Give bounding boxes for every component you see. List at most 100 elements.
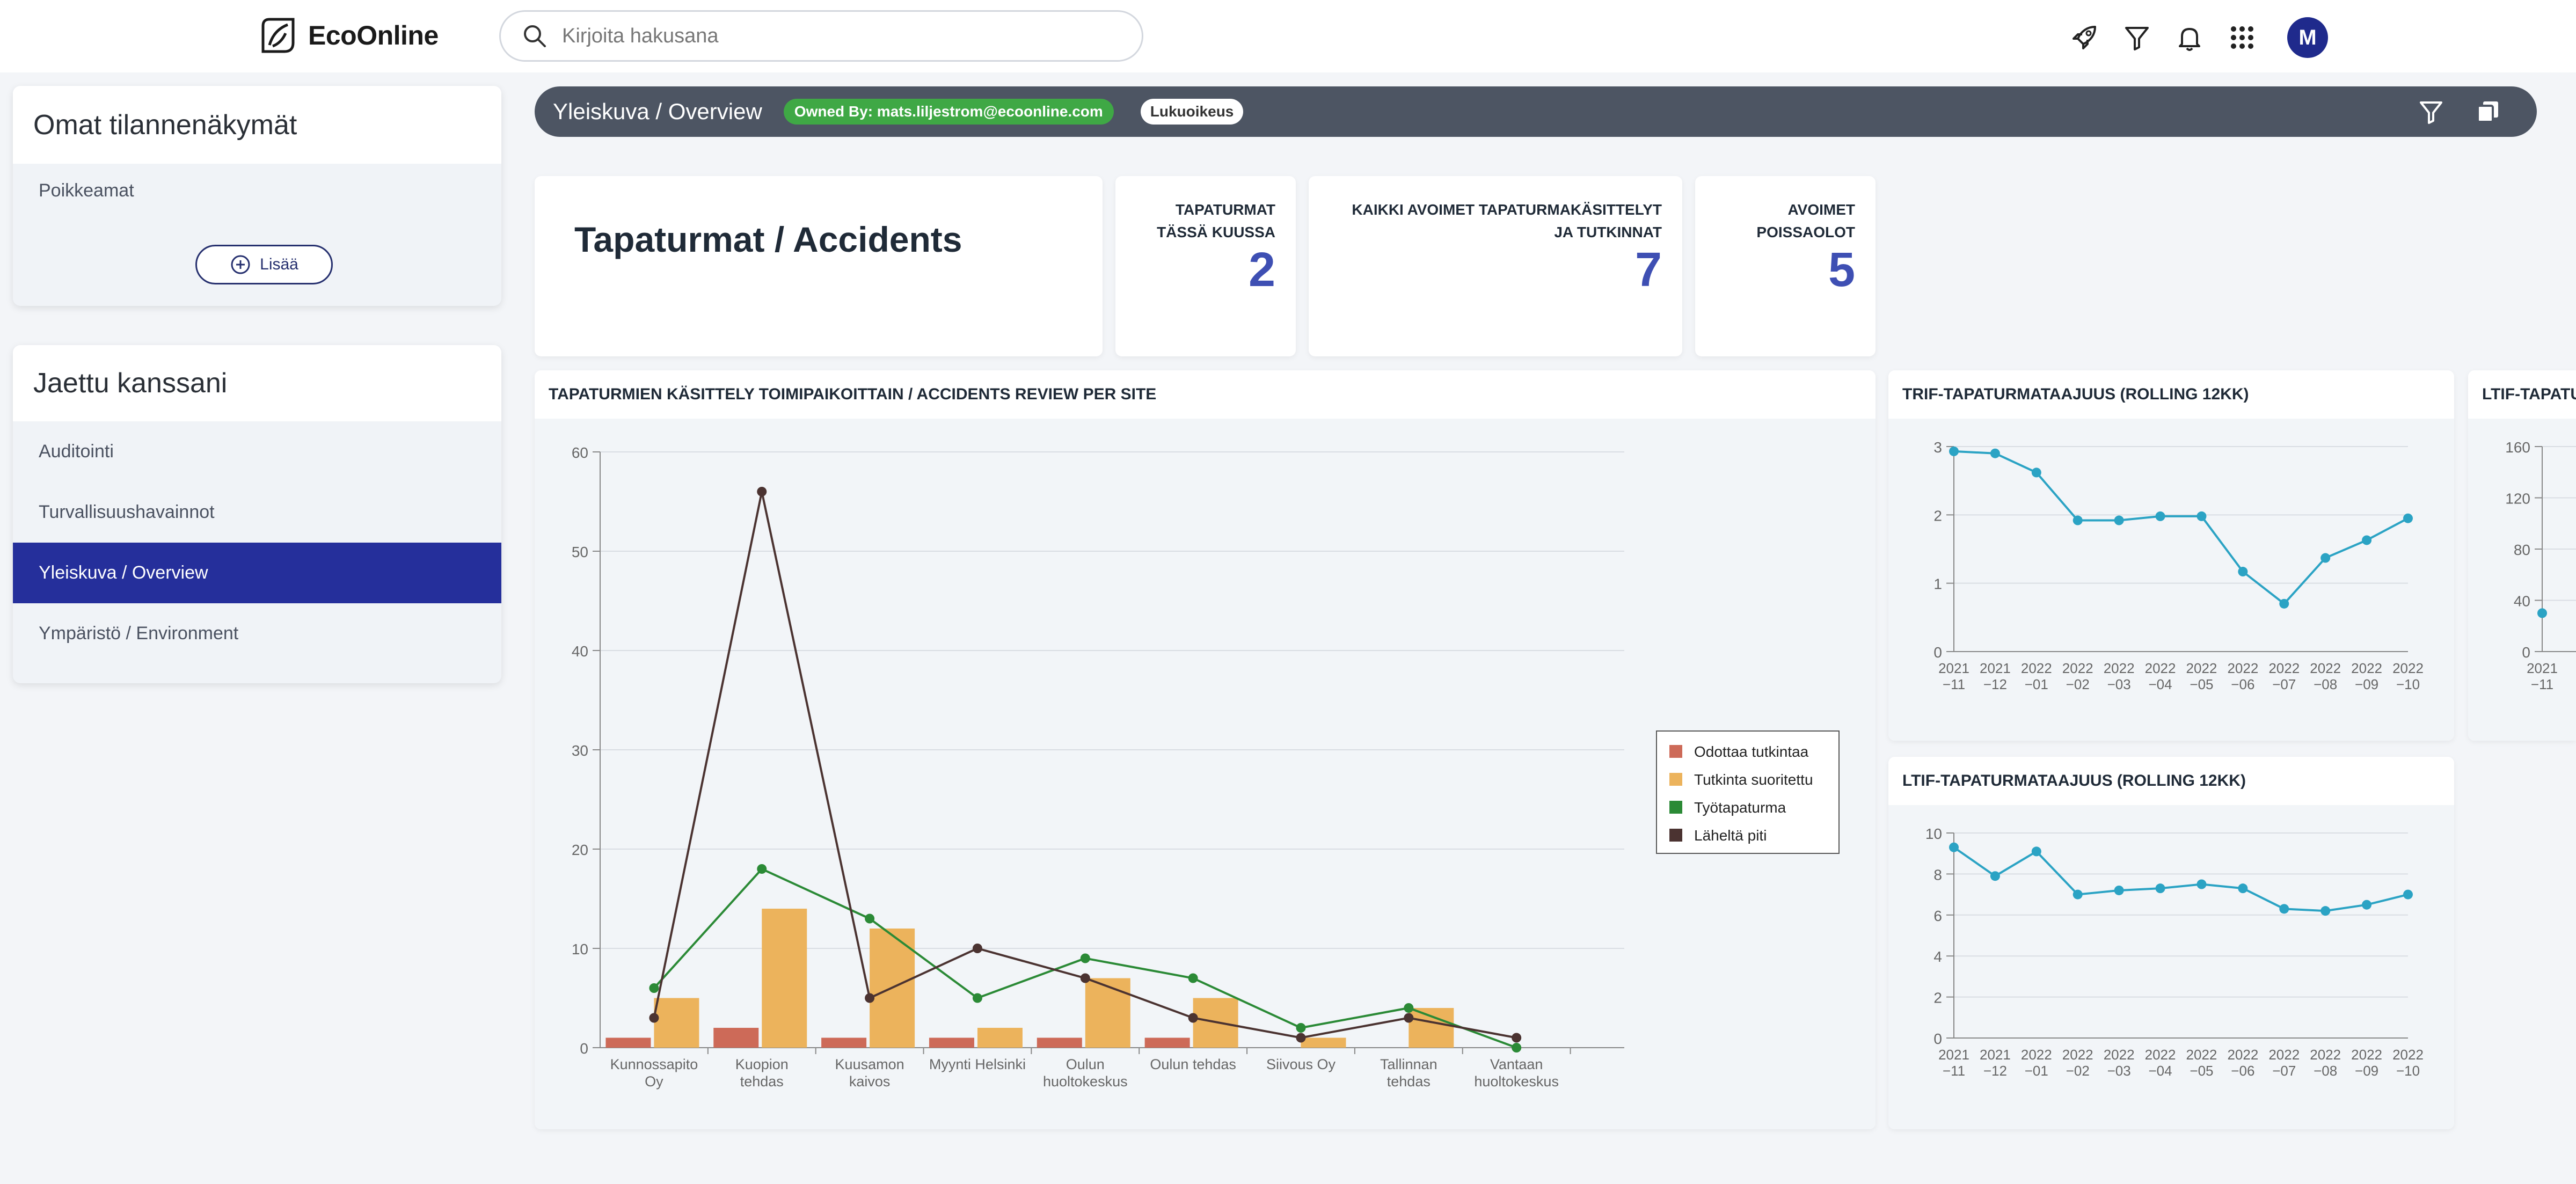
data-point bbox=[2403, 889, 2413, 900]
plus-circle-icon bbox=[231, 255, 250, 274]
x-tick-label: −10 bbox=[2396, 1063, 2420, 1079]
x-tick-label: 2021 bbox=[2527, 660, 2558, 676]
x-tick-label: 2022 bbox=[2310, 660, 2341, 676]
x-tick-label: −02 bbox=[2066, 676, 2090, 692]
data-point bbox=[1990, 448, 2000, 458]
section-title: Tapaturmat / Accidents bbox=[574, 220, 962, 259]
chart-title: TAPATURMIEN KÄSITTELY TOIMIPAIKOITTAIN /… bbox=[535, 370, 1876, 419]
x-tick-label: 2022 bbox=[2227, 660, 2258, 676]
chart-card-site-review: TAPATURMIEN KÄSITTELY TOIMIPAIKOITTAIN /… bbox=[535, 370, 1876, 1129]
add-view-button[interactable]: Lisää bbox=[195, 245, 333, 284]
copy-icon[interactable] bbox=[2475, 98, 2501, 125]
bar bbox=[654, 998, 699, 1048]
data-point bbox=[1949, 842, 1959, 852]
x-tick-label: 2022 bbox=[2186, 660, 2217, 676]
bar bbox=[821, 1037, 867, 1048]
data-point bbox=[1512, 1033, 1522, 1043]
access-badge: Lukuoikeus bbox=[1140, 99, 1244, 125]
series-line bbox=[1953, 450, 2409, 605]
data-point bbox=[1080, 953, 1090, 963]
x-tick-label: Myynti Helsinki bbox=[929, 1056, 1026, 1072]
x-tick-label: tehdas bbox=[1387, 1073, 1431, 1090]
logo[interactable]: EcoOnline bbox=[258, 15, 439, 56]
x-tick-label: huoltokeskus bbox=[1043, 1073, 1128, 1090]
x-tick-label: Oulun bbox=[1066, 1056, 1105, 1072]
bar bbox=[1409, 1008, 1454, 1048]
chart-body: 0 10 20 30 40 50 60 Kunnossapito Oy Kuopion tehdas… bbox=[535, 419, 1876, 1129]
y-tick-label: 4 bbox=[1933, 948, 1942, 965]
data-point bbox=[2155, 511, 2165, 521]
x-tick-label: 2021 bbox=[1938, 1047, 1969, 1063]
data-point bbox=[2403, 513, 2413, 523]
data-point bbox=[972, 944, 982, 953]
partial-chart: 0 40 80 120 160 2021−11 bbox=[2505, 439, 2576, 692]
x-tick-label: 2022 bbox=[2351, 660, 2382, 676]
search-box[interactable] bbox=[499, 10, 1143, 62]
y-tick-label: 10 bbox=[572, 941, 588, 958]
data-point bbox=[2537, 608, 2547, 618]
x-tick-label: 2021 bbox=[1938, 660, 1969, 676]
x-tick-label: −07 bbox=[2272, 676, 2296, 692]
filter-icon[interactable] bbox=[2122, 23, 2152, 53]
bar bbox=[977, 1028, 1023, 1048]
x-tick-label: 2022 bbox=[2104, 660, 2135, 676]
chart-title: LTIF-TAPATU bbox=[2468, 370, 2576, 419]
y-tick-label: 2 bbox=[1933, 507, 1942, 524]
sidebar-item-turvallisuushavainnot[interactable]: Turvallisuushavainnot bbox=[39, 502, 215, 522]
data-point bbox=[2196, 879, 2207, 889]
y-tick-label: 60 bbox=[572, 444, 588, 461]
x-tick-label: 2022 bbox=[2145, 1047, 2176, 1063]
x-tick-label: 2021 bbox=[1980, 1047, 2011, 1063]
bar bbox=[713, 1028, 759, 1048]
y-tick-label: 0 bbox=[580, 1040, 588, 1057]
data-point bbox=[1512, 1043, 1522, 1053]
data-point bbox=[865, 993, 875, 1003]
chart-title: LTIF-TAPATURMATAAJUUS (ROLLING 12KK) bbox=[1888, 757, 2454, 805]
bar bbox=[605, 1037, 651, 1048]
data-point bbox=[2238, 883, 2248, 894]
legend-label: Odottaa tutkintaa bbox=[1694, 743, 1809, 760]
sidebar-item-ymparisto[interactable]: Ympäristö / Environment bbox=[39, 623, 239, 644]
data-point bbox=[649, 983, 659, 993]
kpi-value: 5 bbox=[1828, 243, 1855, 297]
kpi-card-open-absences[interactable]: AVOIMET POISSAOLOT 5 bbox=[1695, 176, 1876, 356]
logo-text: EcoOnline bbox=[308, 20, 439, 50]
ltif-chart: 02468102021−112021−122022−012022−022022−… bbox=[1925, 825, 2424, 1079]
data-point bbox=[1080, 973, 1090, 983]
bell-icon[interactable] bbox=[2174, 23, 2205, 53]
legend-swatch bbox=[1669, 801, 1682, 814]
legend-box bbox=[1656, 730, 1840, 854]
top-bar: EcoOnline bbox=[0, 0, 2576, 72]
user-avatar[interactable]: M bbox=[2287, 17, 2328, 58]
x-tick-label: −09 bbox=[2355, 676, 2378, 692]
chart-title: TRIF-TAPATURMATAAJUUS (ROLLING 12KK) bbox=[1888, 370, 2454, 419]
kpi-label: AVOIMET POISSAOLOT bbox=[1756, 201, 1855, 240]
apps-grid-icon[interactable] bbox=[2227, 23, 2257, 53]
search-icon bbox=[524, 25, 546, 47]
sidebar-item-yleiskuva[interactable]: Yleiskuva / Overview bbox=[13, 543, 501, 603]
kpi-card-open-investigations[interactable]: KAIKKI AVOIMET TAPATURMAKÄSITTELYT JA TU… bbox=[1309, 176, 1682, 356]
data-point bbox=[2320, 906, 2331, 916]
data-point bbox=[1404, 1003, 1414, 1013]
trif-chart: 01232021−112021−122022−012022−022022−032… bbox=[1933, 439, 2424, 692]
legend-label: Läheltä piti bbox=[1694, 827, 1767, 844]
x-tick-label: Kuopion bbox=[735, 1056, 789, 1072]
x-tick-label: Kuusamon bbox=[835, 1056, 904, 1072]
bar bbox=[1037, 1037, 1082, 1048]
top-actions: M bbox=[2069, 17, 2328, 58]
x-tick-label: −01 bbox=[2025, 1063, 2048, 1079]
x-tick-label: −03 bbox=[2107, 1063, 2131, 1079]
sidebar-item-poikkeamat[interactable]: Poikkeamat bbox=[39, 180, 134, 201]
search-input[interactable] bbox=[562, 24, 1099, 48]
kpi-card-accidents-this-month[interactable]: TAPATURMAT TÄSSÄ KUUSSA 2 bbox=[1115, 176, 1296, 356]
y-tick-label: 160 bbox=[2505, 439, 2530, 456]
y-tick-label: 6 bbox=[1933, 908, 1942, 924]
kpi-value: 7 bbox=[1634, 243, 1662, 297]
legend-label: Työtapaturma bbox=[1694, 799, 1786, 816]
sidebar-item-auditointi[interactable]: Auditointi bbox=[39, 441, 114, 462]
filter-icon[interactable] bbox=[2418, 98, 2444, 125]
bar bbox=[762, 909, 807, 1048]
rocket-icon[interactable] bbox=[2069, 23, 2099, 53]
data-point bbox=[1188, 1013, 1198, 1023]
x-tick-label: −11 bbox=[1943, 1063, 1965, 1079]
